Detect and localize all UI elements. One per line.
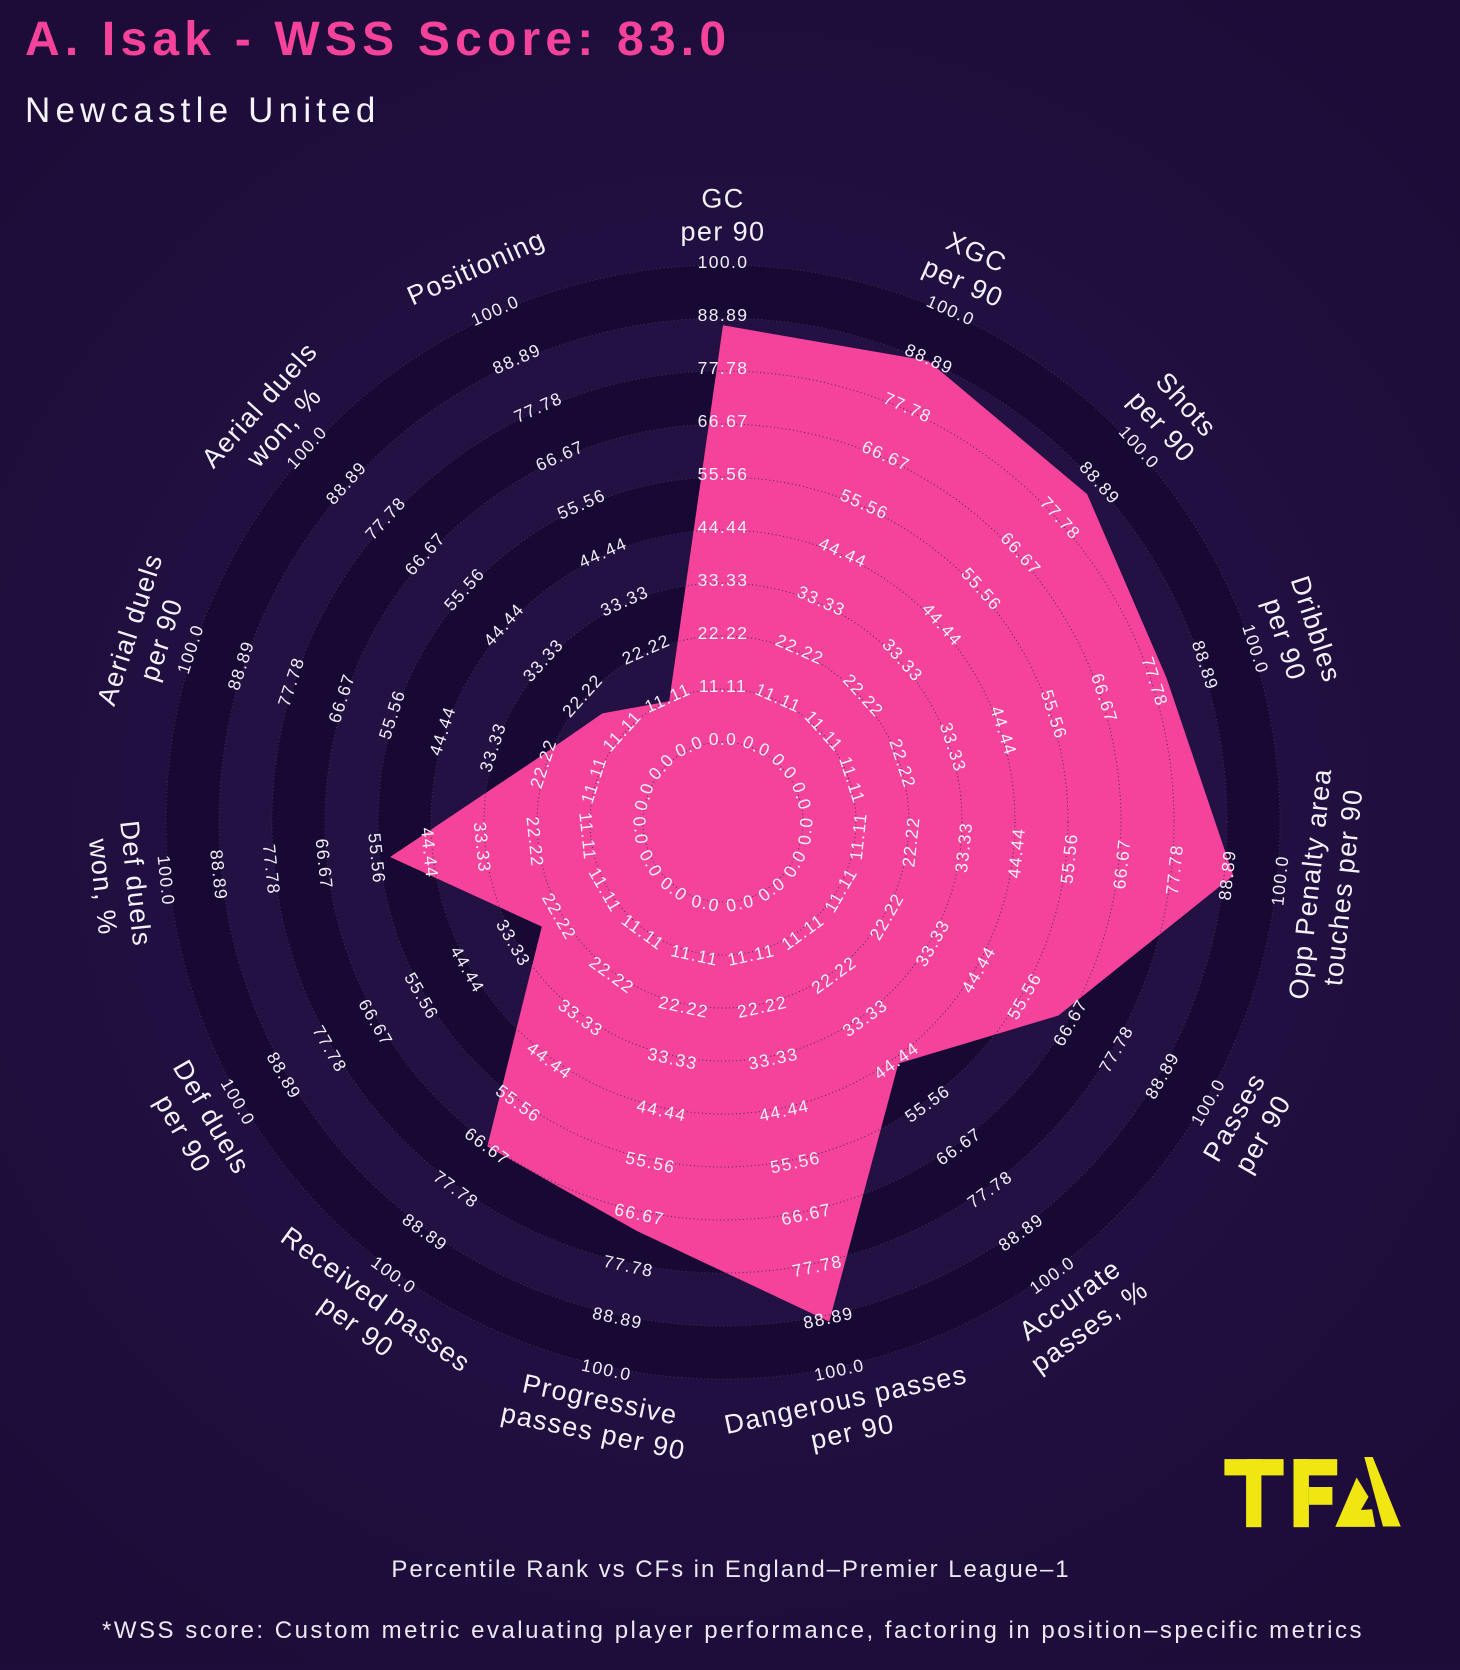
svg-text:Percentile Rank vs CFs in Engl: Percentile Rank vs CFs in England–Premie… bbox=[391, 1556, 1070, 1583]
svg-text:44.44: 44.44 bbox=[698, 517, 749, 537]
svg-text:77.78: 77.78 bbox=[698, 358, 749, 378]
svg-text:66.67: 66.67 bbox=[698, 411, 749, 431]
svg-text:A. Isak - WSS Score: 83.0: A. Isak - WSS Score: 83.0 bbox=[25, 13, 731, 66]
svg-text:GCper 90: GC per 90 bbox=[681, 184, 766, 247]
svg-text:*WSS score: Custom metric eval: *WSS score: Custom metric evaluating pla… bbox=[102, 1617, 1364, 1644]
svg-text:Newcastle United: Newcastle United bbox=[25, 91, 381, 130]
svg-text:22.22: 22.22 bbox=[698, 623, 749, 643]
svg-text:100.0: 100.0 bbox=[698, 252, 749, 272]
svg-text:0.0: 0.0 bbox=[629, 815, 652, 845]
svg-text:33.33: 33.33 bbox=[698, 570, 749, 590]
svg-text:55.56: 55.56 bbox=[698, 464, 749, 484]
svg-text:88.89: 88.89 bbox=[698, 305, 749, 325]
svg-text:0.0: 0.0 bbox=[709, 729, 738, 749]
svg-text:0.0: 0.0 bbox=[794, 815, 817, 845]
svg-text:11.11: 11.11 bbox=[699, 676, 747, 696]
